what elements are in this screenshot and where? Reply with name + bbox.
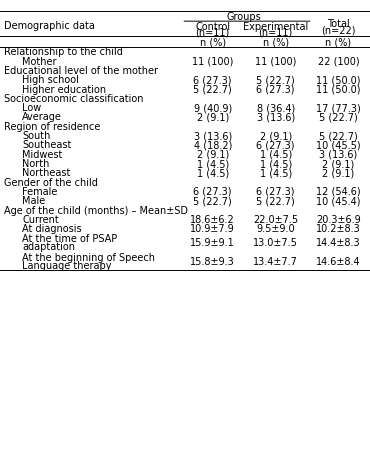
Text: 10 (45.4): 10 (45.4) (316, 196, 361, 206)
Text: 11 (100): 11 (100) (255, 57, 296, 67)
Text: n (%): n (%) (263, 37, 289, 47)
Text: 3 (13.6): 3 (13.6) (319, 149, 358, 159)
Text: Groups: Groups (227, 12, 262, 22)
Text: Average: Average (22, 112, 62, 122)
Text: 1 (4.5): 1 (4.5) (196, 168, 229, 178)
Text: 13.4±7.7: 13.4±7.7 (253, 256, 298, 266)
Text: At the beginning of Speech: At the beginning of Speech (22, 252, 155, 262)
Text: 12 (54.6): 12 (54.6) (316, 187, 361, 197)
Text: 2 (9.1): 2 (9.1) (322, 159, 355, 169)
Text: 22 (100): 22 (100) (318, 57, 359, 67)
Text: 10 (45.5): 10 (45.5) (316, 140, 361, 150)
Text: At the time of PSAP: At the time of PSAP (22, 234, 117, 244)
Text: 5 (22.7): 5 (22.7) (319, 131, 358, 141)
Text: (n=11): (n=11) (196, 27, 230, 37)
Text: 3 (13.6): 3 (13.6) (256, 112, 295, 122)
Text: 5 (22.7): 5 (22.7) (256, 196, 295, 206)
Text: 2 (9.1): 2 (9.1) (259, 131, 292, 141)
Text: 5 (22.7): 5 (22.7) (194, 84, 232, 94)
Text: adaptation: adaptation (22, 241, 75, 251)
Text: 14.4±8.3: 14.4±8.3 (316, 238, 361, 248)
Text: Total: Total (327, 19, 350, 29)
Text: 5 (22.7): 5 (22.7) (256, 75, 295, 85)
Text: High school: High school (22, 75, 79, 85)
Text: 5 (22.7): 5 (22.7) (319, 112, 358, 122)
Text: Relationship to the child: Relationship to the child (4, 47, 122, 57)
Text: 1 (4.5): 1 (4.5) (259, 159, 292, 169)
Text: 6 (27.3): 6 (27.3) (256, 140, 295, 150)
Text: 14.6±8.4: 14.6±8.4 (316, 256, 361, 266)
Text: 2 (9.1): 2 (9.1) (196, 112, 229, 122)
Text: 11 (50.0): 11 (50.0) (316, 84, 361, 94)
Text: 1 (4.5): 1 (4.5) (196, 159, 229, 169)
Text: Southeast: Southeast (22, 140, 71, 150)
Text: Mother: Mother (22, 57, 57, 67)
Text: 13.0±7.5: 13.0±7.5 (253, 238, 298, 248)
Text: 10.9±7.9: 10.9±7.9 (191, 224, 235, 234)
Text: Region of residence: Region of residence (4, 121, 100, 131)
Text: Age of the child (months) – Mean±SD: Age of the child (months) – Mean±SD (4, 205, 188, 215)
Text: Gender of the child: Gender of the child (4, 177, 98, 187)
Text: Experimental: Experimental (243, 22, 308, 32)
Text: 4 (18.2): 4 (18.2) (194, 140, 232, 150)
Text: 2 (9.1): 2 (9.1) (196, 149, 229, 159)
Text: Northeast: Northeast (22, 168, 71, 178)
Text: n (%): n (%) (326, 37, 352, 47)
Text: Language therapy: Language therapy (22, 260, 112, 270)
Text: Socioeconomic classification: Socioeconomic classification (4, 94, 143, 104)
Text: 22.0±7.5: 22.0±7.5 (253, 214, 298, 224)
Text: 3 (13.6): 3 (13.6) (194, 131, 232, 141)
Text: 8 (36.4): 8 (36.4) (256, 103, 295, 113)
Text: 2 (9.1): 2 (9.1) (322, 168, 355, 178)
Text: 15.8±9.3: 15.8±9.3 (191, 256, 235, 266)
Text: North: North (22, 159, 50, 169)
Text: 1 (4.5): 1 (4.5) (259, 149, 292, 159)
Text: South: South (22, 131, 51, 141)
Text: n (%): n (%) (200, 37, 226, 47)
Text: 9.5±9.0: 9.5±9.0 (256, 224, 295, 234)
Text: 15.9±9.1: 15.9±9.1 (191, 238, 235, 248)
Text: Female: Female (22, 187, 58, 197)
Text: 11 (50.0): 11 (50.0) (316, 75, 361, 85)
Text: Higher education: Higher education (22, 84, 106, 94)
Text: 6 (27.3): 6 (27.3) (194, 187, 232, 197)
Text: 11 (100): 11 (100) (192, 57, 233, 67)
Text: 9 (40.9): 9 (40.9) (194, 103, 232, 113)
Text: 6 (27.3): 6 (27.3) (256, 84, 295, 94)
Text: (n=11): (n=11) (259, 27, 293, 37)
Text: Control: Control (195, 22, 230, 32)
Text: Low: Low (22, 103, 41, 113)
Text: 10.2±8.3: 10.2±8.3 (316, 224, 361, 234)
Text: Male: Male (22, 196, 46, 206)
Text: 5 (22.7): 5 (22.7) (194, 196, 232, 206)
Text: Current: Current (22, 214, 59, 224)
Text: (n=22): (n=22) (321, 25, 356, 35)
Text: 6 (27.3): 6 (27.3) (256, 187, 295, 197)
Text: 18.6±6.2: 18.6±6.2 (191, 214, 235, 224)
Text: Midwest: Midwest (22, 149, 63, 159)
Text: 1 (4.5): 1 (4.5) (259, 168, 292, 178)
Text: 20.3±6.9: 20.3±6.9 (316, 214, 361, 224)
Text: At diagnosis: At diagnosis (22, 224, 82, 234)
Text: Educational level of the mother: Educational level of the mother (4, 66, 158, 76)
Text: Demographic data: Demographic data (4, 20, 95, 30)
Text: 17 (77.3): 17 (77.3) (316, 103, 361, 113)
Text: 6 (27.3): 6 (27.3) (194, 75, 232, 85)
